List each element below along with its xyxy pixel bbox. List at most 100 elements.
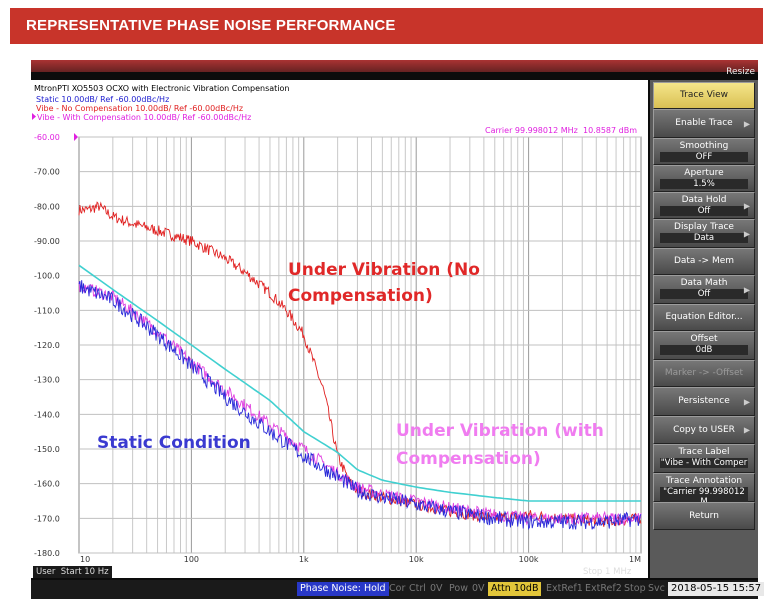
softkey-9[interactable]: Offset 0dB [653, 331, 755, 360]
softkey-label: Trace View [679, 90, 729, 100]
chart-title: MtronPTI XO5503 OCXO with Electronic Vib… [34, 84, 289, 93]
softkey-label: Copy to USER [673, 425, 735, 435]
x-tick-label: 100 [184, 555, 199, 564]
chevron-right-icon: ▶ [743, 397, 750, 406]
softkey-label: Equation Editor... [665, 312, 743, 322]
softkey-label: Aperture [684, 168, 724, 178]
softkey-value: Off [660, 206, 748, 216]
carrier-power: 10.8587 dBm [583, 126, 637, 135]
status-0v-b: 0V [472, 583, 485, 594]
status-extref2: ExtRef2 [585, 583, 622, 594]
status-extref1: ExtRef1 [546, 583, 583, 594]
x-tick-label: 1k [299, 555, 309, 564]
softkey-value: OFF [660, 152, 748, 162]
softkey-0[interactable]: Trace View [653, 82, 755, 109]
softkey-label: Trace Label [678, 447, 730, 457]
softkey-label: Smoothing [679, 141, 729, 151]
status-mode[interactable]: Phase Noise: Hold [297, 582, 389, 596]
y-tick-label: -180.0 [34, 549, 60, 558]
softkey-label: Data Math [680, 278, 728, 288]
softkey-value: 1.5% [660, 179, 748, 189]
softkey-label: Marker -> -Offset [664, 368, 744, 378]
annotation-no-comp-line1: Under Vibration (No [288, 260, 480, 280]
softkey-14[interactable]: Trace Annotation"Carrier 99.998012 M [653, 473, 755, 507]
softkey-label: Display Trace [674, 222, 734, 232]
user-indicator: User Start 10 Hz [33, 566, 112, 578]
softkey-value: Data [660, 233, 748, 243]
status-0v-a: 0V [430, 583, 443, 594]
banner-title: REPRESENTATIVE PHASE NOISE PERFORMANCE [10, 8, 763, 44]
x-tick-label: 10 [80, 555, 90, 564]
softkey-3[interactable]: Aperture 1.5% [653, 165, 755, 192]
stop-frequency: Stop 1 MHz [583, 567, 632, 577]
y-tick-label: -100.0 [34, 272, 60, 281]
y-tick-label: -130.0 [34, 376, 60, 385]
annotation-no-comp-line2: Compensation) [288, 286, 433, 306]
y-tick-label: -120.0 [34, 341, 60, 350]
softkey-11[interactable]: Persistence ▶ [653, 387, 755, 416]
softkey-label: Offset [690, 334, 718, 344]
series-trace-2 [78, 280, 642, 531]
y-tick-label: -140.0 [34, 410, 60, 419]
carrier-frequency: Carrier 99.998012 MHz [485, 126, 578, 135]
traces [78, 201, 642, 531]
softkey-value: 0dB [660, 345, 748, 355]
ref-level-arrow-icon [74, 133, 78, 141]
trace-label-with-comp: Vibe - With Compensation 10.00dB/ Ref -6… [37, 113, 251, 122]
softkey-value: "Vibe - With Comper [660, 458, 748, 468]
status-cor: Cor [389, 583, 406, 594]
softkey-13[interactable]: Trace Label "Vibe - With Comper [653, 444, 755, 473]
x-tick-label: 1M [629, 555, 641, 564]
softkey-label: Data Hold [681, 195, 727, 205]
annotation-with-comp-line2: Compensation) [396, 449, 541, 469]
y-tick-label: -160.0 [34, 480, 60, 489]
y-tick-label: -80.00 [34, 202, 60, 211]
series-trace-3 [78, 264, 641, 502]
y-tick-label: -150.0 [34, 445, 60, 454]
grid [78, 136, 642, 554]
chevron-right-icon: ▶ [743, 229, 750, 238]
annotation-static: Static Condition [97, 433, 251, 453]
status-pow: Pow [449, 583, 468, 594]
x-tick-label: 10k [409, 555, 424, 564]
status-attn: Attn 10dB [488, 582, 542, 596]
ticks: -60.00 -70.00 -80.00 -90.00 -100.0 -110.0 -120… [34, 133, 641, 564]
softkey-15[interactable]: Return [653, 502, 755, 530]
softkey-label: Return [689, 511, 719, 521]
softkey-label: Trace Annotation [665, 476, 743, 486]
y-tick-label: -60.00 [34, 133, 60, 142]
plot-area: -60.00 -70.00 -80.00 -90.00 -100.0 -110.0 -120… [31, 80, 648, 578]
y-tick-label: -110.0 [34, 306, 60, 315]
status-datetime: 2018-05-15 15:57 [668, 582, 765, 596]
chevron-right-icon: ▶ [743, 285, 750, 294]
trace-label-no-comp: Vibe - No Compensation 10.00dB/ Ref -60.… [36, 104, 243, 113]
softkey-2[interactable]: Smoothing OFF [653, 138, 755, 165]
chevron-right-icon: ▶ [743, 425, 750, 435]
status-ctrl: Ctrl [409, 583, 426, 594]
trace-label-static: Static 10.00dB/ Ref -60.00dBc/Hz [36, 95, 169, 104]
softkey-6[interactable]: Data -> Mem [653, 248, 755, 275]
y-tick-label: -90.00 [34, 237, 60, 246]
softkey-4[interactable]: Data Hold Off ▶ [653, 192, 755, 219]
status-stop: Stop [624, 583, 646, 594]
softkey-value: Off [660, 289, 748, 299]
softkey-label: Data -> Mem [673, 256, 735, 266]
softkey-8[interactable]: Equation Editor... [653, 304, 755, 331]
annotation-with-comp-line1: Under Vibration (with [396, 421, 604, 441]
softkey-7[interactable]: Data Math Off ▶ [653, 275, 755, 304]
resize-button[interactable]: Resize [726, 67, 755, 77]
x-tick-label: 100k [519, 555, 539, 564]
softkey-10[interactable]: Marker -> -Offset [653, 360, 755, 387]
softkey-1[interactable]: Enable Trace ▶ [653, 109, 755, 138]
softkey-label: Enable Trace [675, 118, 733, 128]
softkey-12[interactable]: Copy to USER ▶ [653, 416, 755, 444]
phase-noise-chart: -60.00 -70.00 -80.00 -90.00 -100.0 -110.0 -120… [32, 84, 642, 564]
status-bar [31, 580, 758, 599]
y-tick-label: -70.00 [34, 168, 60, 177]
chevron-right-icon: ▶ [743, 119, 750, 128]
chevron-right-icon: ▶ [743, 201, 750, 210]
active-trace-arrow-icon [32, 113, 36, 120]
softkey-5[interactable]: Display Trace Data ▶ [653, 219, 755, 248]
y-tick-label: -170.0 [34, 514, 60, 523]
window-titlebar [31, 60, 758, 72]
